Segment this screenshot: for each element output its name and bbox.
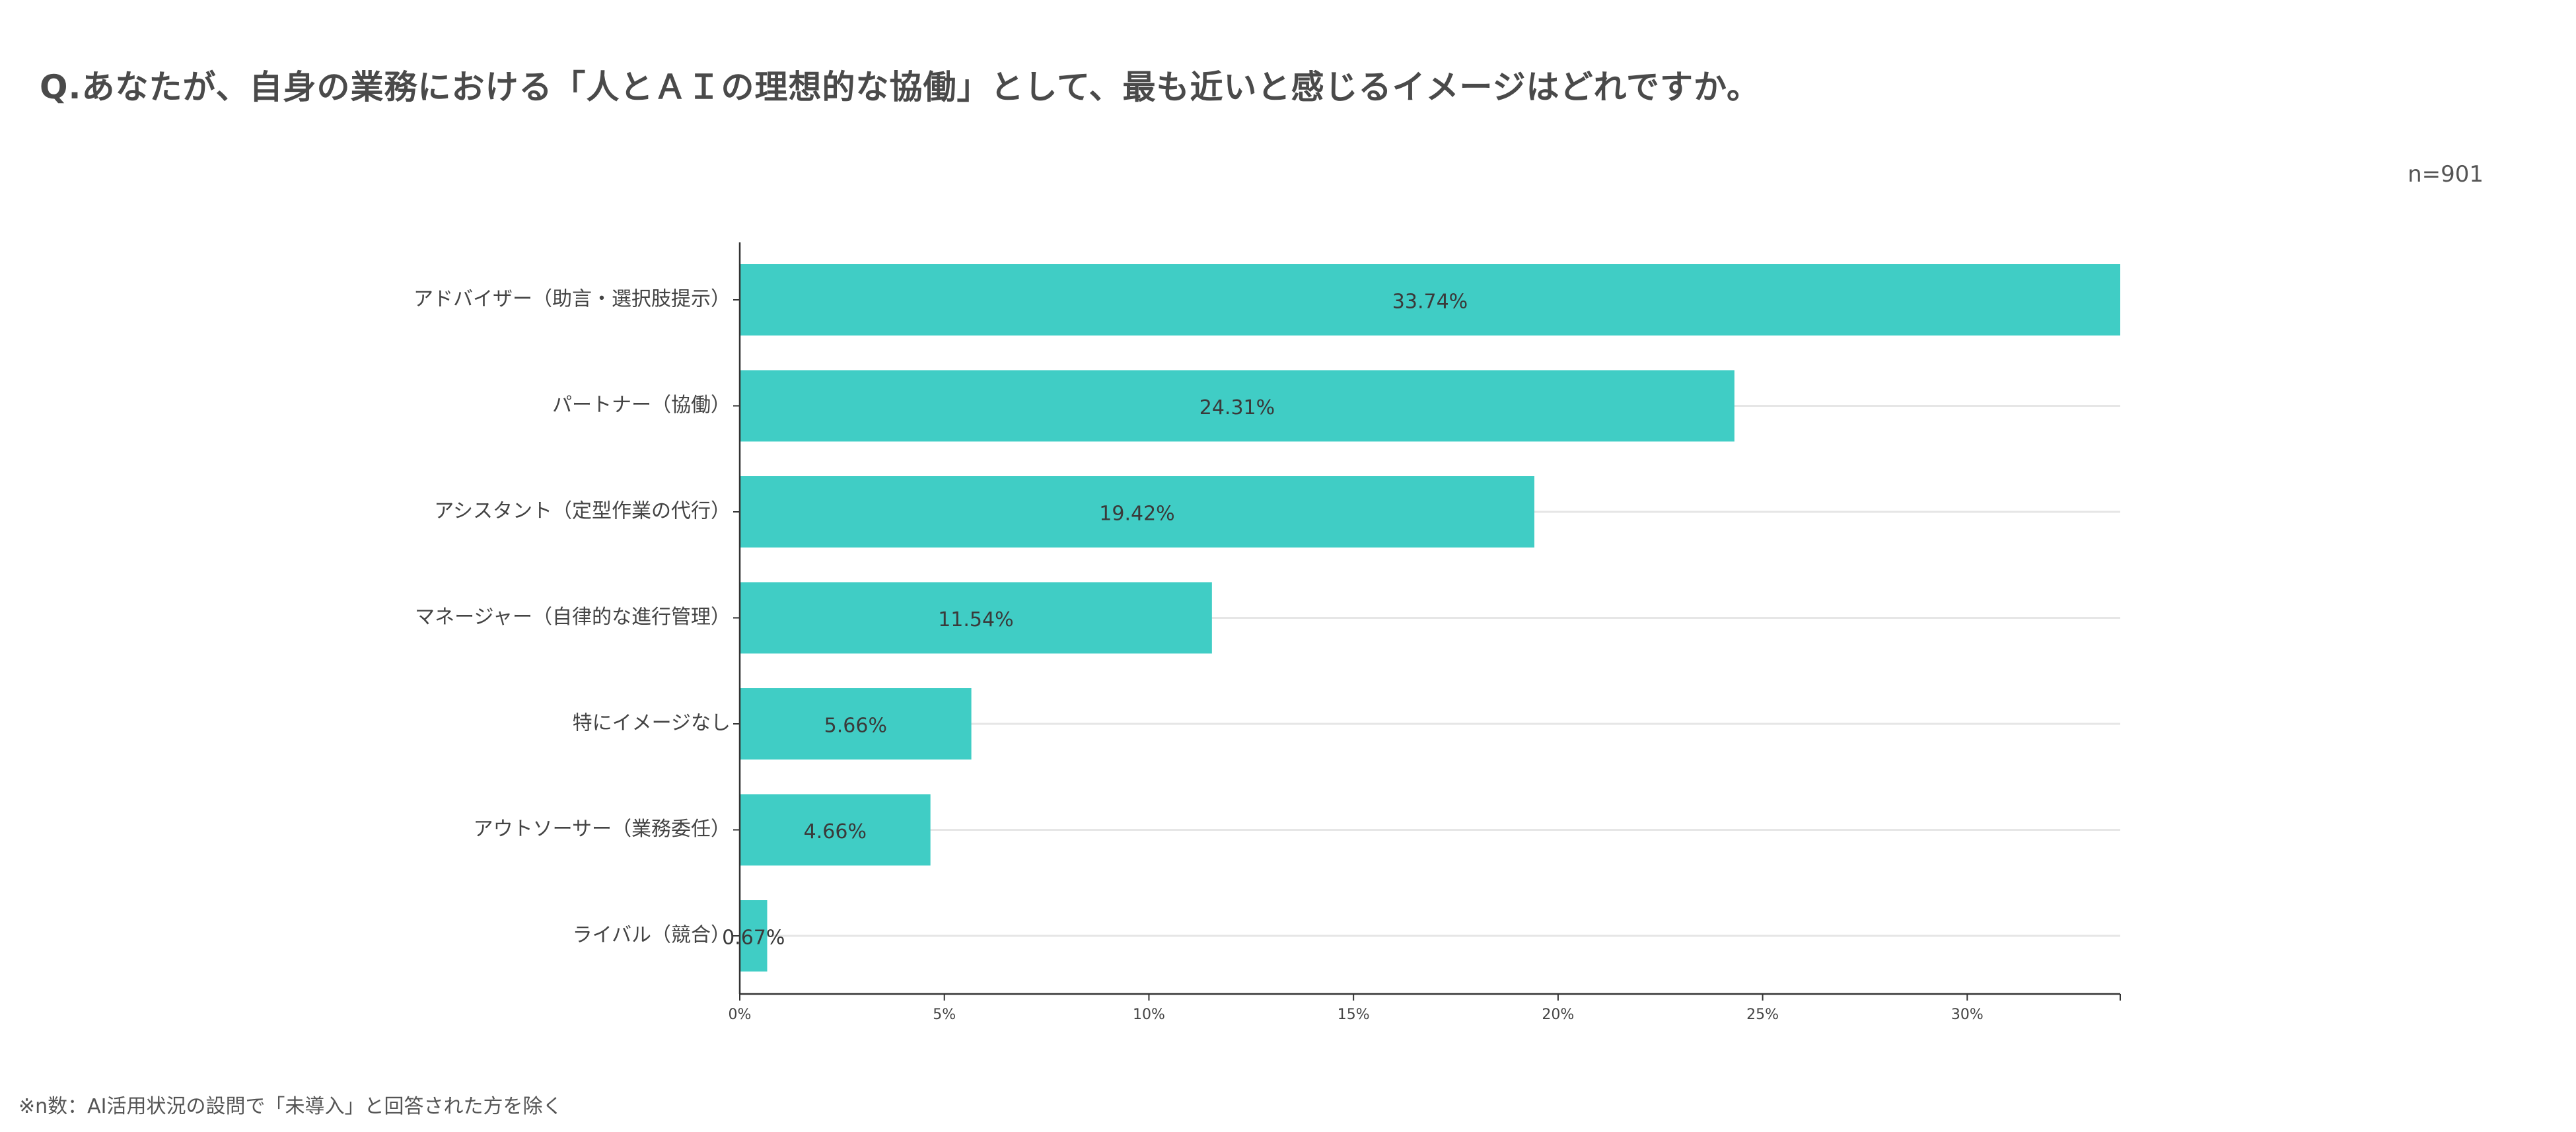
value-label: 24.31%: [1199, 396, 1275, 419]
value-label: 11.54%: [938, 608, 1013, 631]
axes: [733, 242, 2121, 1001]
category-label: アウトソーサー（業務委任）: [474, 818, 731, 841]
category-label: パートナー（協働）: [552, 394, 731, 417]
value-label: 19.42%: [1099, 503, 1174, 526]
x-tick-label: 25%: [1746, 1007, 1779, 1023]
bars: [740, 264, 2120, 972]
bar: [740, 264, 2120, 336]
bar: [740, 794, 931, 866]
value-label: 0.67%: [722, 927, 785, 950]
x-tick-label: 30%: [1951, 1007, 1984, 1023]
category-label: アシスタント（定型作業の代行）: [434, 500, 731, 523]
value-label: 33.74%: [1392, 291, 1468, 314]
footnote: ※n数：AI活用状況の設問で「未導入」と回答された方を除く: [18, 1095, 563, 1118]
sample-size-label: n=901: [2408, 161, 2484, 188]
category-label: 特にイメージなし: [573, 712, 731, 735]
value-label: 5.66%: [824, 715, 887, 738]
value-label: 4.66%: [804, 820, 867, 843]
bar: [740, 582, 1212, 654]
bar: [740, 370, 1735, 442]
x-tick-label: 15%: [1338, 1007, 1370, 1023]
bar: [740, 688, 972, 760]
bar: [740, 476, 1534, 548]
x-tick-label: 10%: [1133, 1007, 1165, 1023]
page-title: Q.あなたが、自身の業務における「人とＡＩの理想的な協働」として、最も近いと感じ…: [40, 68, 1760, 106]
x-tick-label: 20%: [1542, 1007, 1574, 1023]
category-label: ライバル（競合）: [573, 924, 731, 947]
category-label: マネージャー（自律的な進行管理）: [415, 606, 731, 629]
bar: [740, 900, 768, 972]
x-tick-label: 0%: [729, 1007, 752, 1023]
x-tick-label: 5%: [933, 1007, 956, 1023]
category-label: アドバイザー（助言・選択肢提示）: [413, 288, 731, 311]
labels: アドバイザー（助言・選択肢提示） 33.74% パートナー（協働） 24.31% アシス…: [413, 288, 1984, 1024]
